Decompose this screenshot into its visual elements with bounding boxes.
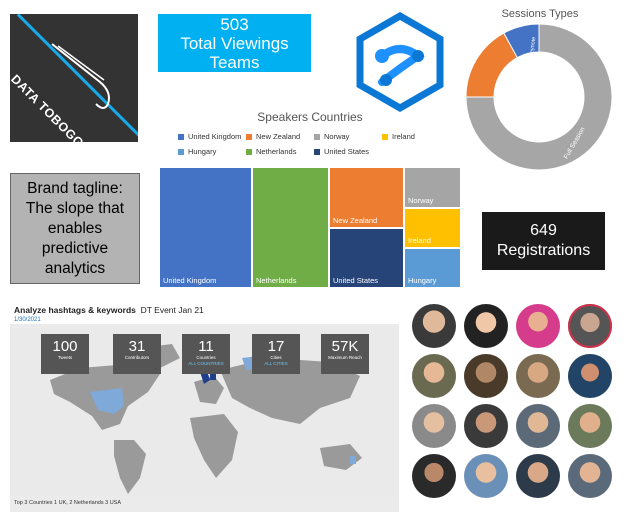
- viewings-number: 503: [220, 14, 249, 34]
- tile-ireland: Ireland: [405, 209, 460, 247]
- speaker-avatar: [568, 454, 612, 498]
- speaker-avatar: [464, 354, 508, 398]
- speakers-countries-treemap: United Kingdom Netherlands New Zealand U…: [160, 168, 460, 287]
- legend-item-us: United States: [314, 147, 369, 156]
- speaker-avatar: [516, 304, 560, 348]
- tile-united-states: United States: [330, 229, 403, 287]
- tile-netherlands: Netherlands: [253, 168, 328, 287]
- speaker-avatar: [412, 404, 456, 448]
- legend-item-uk: United Kingdom: [178, 132, 241, 141]
- speakers-countries-title: Speakers Countries: [257, 110, 363, 124]
- registrations-label: Registrations: [496, 242, 591, 259]
- brand-tagline: Brand tagline: The slope that enables pr…: [10, 173, 140, 284]
- speaker-avatar: [464, 404, 508, 448]
- stat-maximum-reach: 57K Maximum Reach: [321, 334, 369, 374]
- speaker-photos-grid: [412, 304, 632, 504]
- tile-new-zealand: New Zealand: [330, 168, 403, 227]
- dashboard-title: Analyze hashtags & keywords DT Event Jan…: [14, 305, 204, 315]
- speaker-avatar: [464, 454, 508, 498]
- speaker-avatar: [568, 404, 612, 448]
- sessions-types-title: Sessions Types: [501, 8, 579, 20]
- tile-norway: Norway: [405, 168, 460, 207]
- toboggan-icon: [51, 43, 110, 109]
- dashboard-date: 1/30/2021: [14, 317, 41, 323]
- speaker-avatar: [568, 354, 612, 398]
- label-keynote: Keynote: [529, 36, 538, 57]
- speaker-avatar: [412, 454, 456, 498]
- stat-contributors: 31 Contributors: [113, 334, 161, 374]
- total-viewings-card: 503 Total Viewings Teams: [158, 14, 311, 72]
- legend-item-nz: New Zealand: [246, 132, 300, 141]
- hashtag-dashboard: Analyze hashtags & keywords DT Event Jan…: [10, 300, 399, 512]
- synapse-hexagon-icon: [356, 12, 444, 112]
- stat-countries[interactable]: 11 Countries ALL COUNTRIES: [182, 334, 230, 374]
- donut-slice-keynote: [503, 23, 540, 59]
- viewings-sublabel: Teams: [209, 52, 260, 72]
- legend-item-ireland: Ireland: [382, 132, 415, 141]
- registrations-number: 649: [530, 222, 557, 239]
- tile-united-kingdom: United Kingdom: [160, 168, 251, 287]
- speaker-avatar: [464, 304, 508, 348]
- speaker-avatar: [516, 354, 560, 398]
- speaker-avatar: [516, 454, 560, 498]
- donut-slice-full-session: [465, 23, 613, 171]
- legend-item-hungary: Hungary: [178, 147, 216, 156]
- speaker-avatar: [412, 354, 456, 398]
- legend-item-netherlands: Netherlands: [246, 147, 296, 156]
- legend-item-norway: Norway: [314, 132, 349, 141]
- registrations-card: 649 Registrations: [482, 212, 605, 270]
- sessions-types-donut-chart: Lightning Talks Keynote Full Session: [465, 23, 613, 171]
- top-countries-footer: Top 3 Countries 1 UK, 2 Netherlands 3 US…: [14, 500, 122, 506]
- data-toboggan-logo: DATA TOBOGGAN: [10, 14, 138, 142]
- stat-tweets: 100 Tweets: [41, 334, 89, 374]
- stat-cities[interactable]: 17 Cities ALL CITIES: [252, 334, 300, 374]
- speaker-avatar: [568, 304, 612, 348]
- speaker-avatar: [412, 304, 456, 348]
- dashboard-header: Analyze hashtags & keywords DT Event Jan…: [10, 300, 399, 324]
- viewings-label: Total Viewings: [180, 33, 289, 53]
- speaker-avatar: [516, 404, 560, 448]
- tile-hungary: Hungary: [405, 249, 460, 287]
